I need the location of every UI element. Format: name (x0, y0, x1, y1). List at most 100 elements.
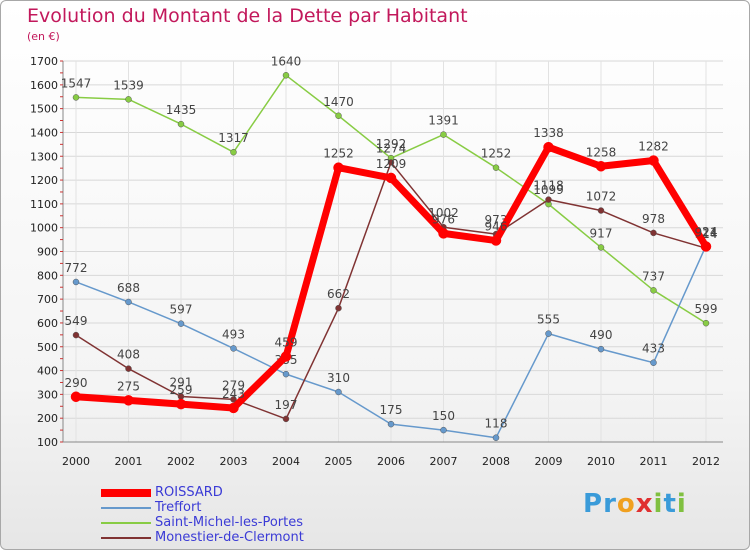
data-point (543, 141, 554, 153)
data-label: 459 (275, 336, 298, 350)
data-point (650, 359, 657, 366)
data-point (597, 244, 605, 251)
data-label: 688 (117, 281, 140, 295)
data-label: 150 (432, 409, 455, 423)
data-label: 290 (65, 376, 88, 390)
data-point (595, 161, 607, 172)
data-label: 737 (642, 269, 665, 283)
data-point (230, 396, 237, 403)
data-label: 490 (590, 328, 613, 342)
data-point (597, 207, 605, 214)
data-label: 1072 (586, 190, 617, 204)
data-point (125, 365, 132, 372)
logo-letter: t (663, 489, 677, 519)
data-point (335, 388, 342, 396)
y-tick-label: 900 (37, 246, 58, 259)
y-tick-label: 1300 (30, 150, 58, 163)
x-tick-label: 2007 (430, 455, 458, 468)
data-point (597, 345, 605, 353)
y-tick-label: 400 (37, 365, 58, 378)
data-point (282, 72, 290, 79)
y-tick-label: 700 (37, 293, 58, 306)
data-point (335, 112, 342, 120)
legend-swatch (101, 522, 151, 524)
data-point (333, 162, 344, 173)
data-label: 772 (65, 261, 88, 275)
data-label: 597 (170, 303, 193, 317)
data-point (650, 229, 657, 237)
data-label: 1002 (428, 206, 459, 220)
y-tick-label: 1400 (30, 126, 58, 139)
data-point (230, 345, 237, 352)
data-point (72, 331, 80, 339)
data-label: 921 (695, 225, 718, 239)
data-point (177, 320, 185, 327)
data-label: 259 (170, 383, 193, 397)
data-label: 197 (275, 398, 298, 412)
legend-swatch (101, 507, 151, 509)
x-tick-label: 2010 (587, 455, 615, 468)
x-tick-label: 2001 (115, 455, 143, 468)
y-tick-label: 300 (37, 388, 58, 401)
data-point (230, 148, 237, 156)
data-label: 1252 (323, 147, 354, 161)
chart-title: Evolution du Montant de la Dette par Hab… (27, 5, 468, 27)
legend-swatch (101, 489, 151, 497)
data-label: 1317 (218, 131, 249, 145)
data-label: 555 (537, 313, 560, 327)
data-label: 599 (695, 302, 718, 316)
data-label: 662 (327, 287, 350, 301)
data-point (387, 420, 395, 428)
data-point (387, 159, 395, 166)
data-point (492, 164, 500, 171)
logo-letter: P (583, 489, 604, 519)
data-point (702, 319, 710, 327)
x-tick-label: 2004 (272, 455, 300, 468)
data-label: 1252 (481, 147, 512, 161)
data-label: 175 (380, 403, 403, 417)
logo-letter: x (635, 489, 654, 519)
data-label: 1118 (533, 179, 564, 193)
y-tick-label: 100 (37, 436, 58, 449)
data-point (280, 351, 292, 362)
data-label: 1539 (113, 78, 144, 92)
data-point (72, 278, 80, 286)
data-label: 1391 (428, 114, 459, 128)
x-tick-label: 2012 (692, 455, 720, 468)
data-label: 310 (327, 371, 350, 385)
data-point (70, 391, 82, 403)
y-tick-label: 1600 (30, 79, 58, 92)
logo-letter: i (676, 489, 687, 519)
data-label: 1435 (166, 103, 197, 117)
data-label: 976 (432, 212, 455, 226)
logo-letter: o (616, 489, 636, 519)
data-point (545, 196, 552, 203)
y-tick-label: 1200 (30, 174, 58, 187)
data-label: 1274 (376, 141, 407, 155)
data-point (125, 298, 132, 306)
x-tick-label: 2008 (482, 455, 510, 468)
data-point (648, 155, 659, 166)
data-label: 493 (222, 327, 245, 341)
y-tick-label: 1700 (30, 55, 58, 68)
y-tick-label: 500 (37, 341, 58, 354)
data-label: 946 (485, 220, 508, 234)
data-point (492, 434, 500, 441)
x-tick-label: 2011 (640, 455, 668, 468)
data-label: 1640 (271, 54, 302, 68)
legend-label: Monestier-de-Clermont (155, 530, 304, 545)
data-label: 243 (222, 387, 245, 401)
chart-subtitle: (en €) (27, 30, 60, 43)
y-tick-label: 600 (37, 317, 58, 330)
y-tick-label: 1100 (30, 198, 58, 211)
y-tick-label: 1500 (30, 103, 58, 116)
data-point (282, 415, 290, 423)
x-tick-label: 2000 (62, 455, 90, 468)
data-label: 118 (485, 417, 508, 431)
data-point (700, 241, 712, 252)
data-label: 279 (222, 378, 245, 392)
legend-swatch (101, 537, 151, 539)
data-point (650, 287, 657, 294)
data-label: 433 (642, 342, 665, 356)
